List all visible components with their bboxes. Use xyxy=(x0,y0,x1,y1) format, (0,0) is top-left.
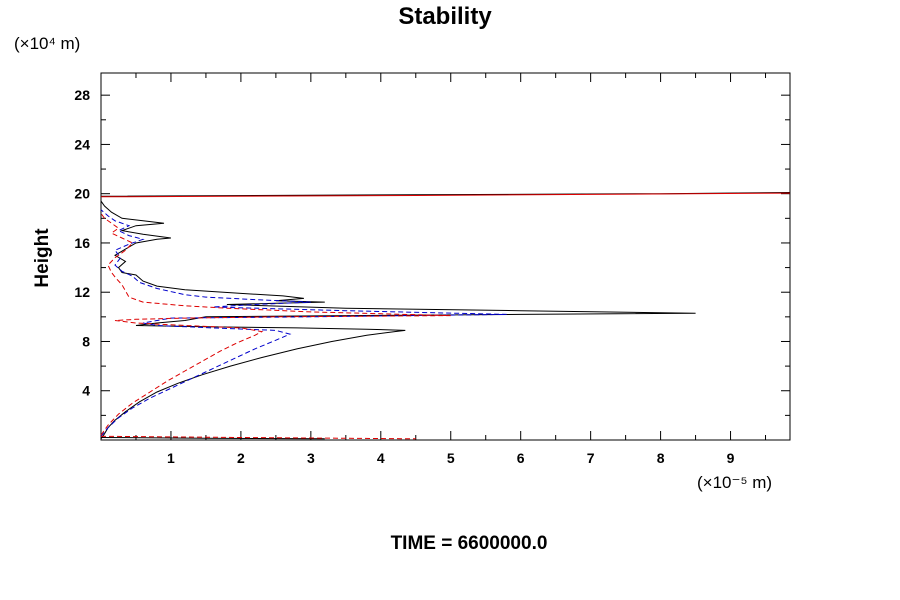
x-units-label: (×10⁻⁵ m) xyxy=(697,473,772,492)
x-tick-label: 2 xyxy=(237,450,245,466)
x-tick-label: 3 xyxy=(307,450,315,466)
x-tick-label: 7 xyxy=(587,450,595,466)
y-tick-label: 28 xyxy=(74,87,90,103)
series-red-dashed xyxy=(100,213,451,436)
y-units-label: (×10⁴ m) xyxy=(14,34,80,53)
y-tick-label: 16 xyxy=(74,235,90,251)
series-blue-dashed xyxy=(100,209,507,437)
x-tick-label: 5 xyxy=(447,450,455,466)
series-group xyxy=(100,192,791,440)
x-tick-label: 4 xyxy=(377,450,385,466)
series-black-bottom xyxy=(100,437,325,440)
plot-frame xyxy=(100,72,791,441)
chart-title: Stability xyxy=(398,3,492,30)
x-tick-label: 8 xyxy=(657,450,665,466)
x-tick-label: 9 xyxy=(727,450,735,466)
y-tick-label: 24 xyxy=(74,136,90,152)
series-black-solid xyxy=(100,200,696,440)
x-tick-label: 1 xyxy=(167,450,175,466)
y-tick-label: 12 xyxy=(74,284,90,300)
y-tick-label: 4 xyxy=(82,383,90,399)
y-axis-label: Height xyxy=(32,228,53,288)
y-tick-label: 8 xyxy=(82,333,90,349)
y-tick-label: 20 xyxy=(74,186,90,202)
series-red-bottom xyxy=(100,435,416,440)
time-label: TIME = 6600000.0 xyxy=(391,533,548,554)
x-tick-label: 6 xyxy=(517,450,525,466)
series-red-top xyxy=(100,192,791,198)
